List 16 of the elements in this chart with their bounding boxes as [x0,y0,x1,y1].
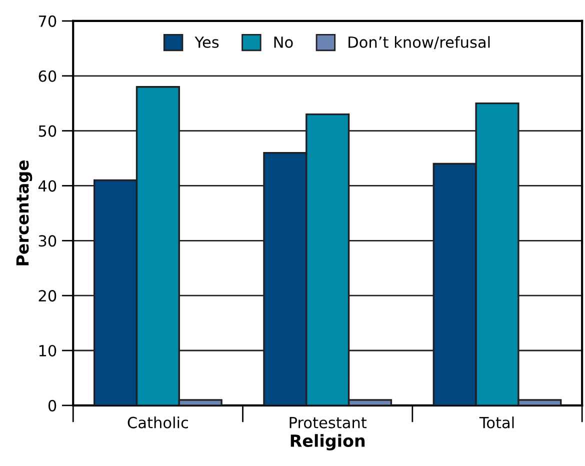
y-tick-label: 0 [48,400,56,412]
legend-label: No [274,36,293,48]
y-tick-label: 30 [38,235,56,247]
y-tick-label: 50 [38,125,56,137]
y-tick-label: 20 [38,290,56,302]
legend-label: Don’t know/refusal [348,36,490,50]
x-tick-label: Protestant [290,417,367,428]
x-axis-title: Religion [290,434,365,450]
legend-label: Yes [194,36,219,48]
y-tick-label: 10 [39,344,56,357]
x-tick-label: Total [479,416,514,428]
x-tick-label: Catholic [128,416,188,428]
y-tick-label: 60 [38,70,56,82]
y-axis-title: Percentage [16,160,32,266]
y-tick-label: 40 [38,180,56,192]
y-tick-label: 70 [38,15,56,27]
